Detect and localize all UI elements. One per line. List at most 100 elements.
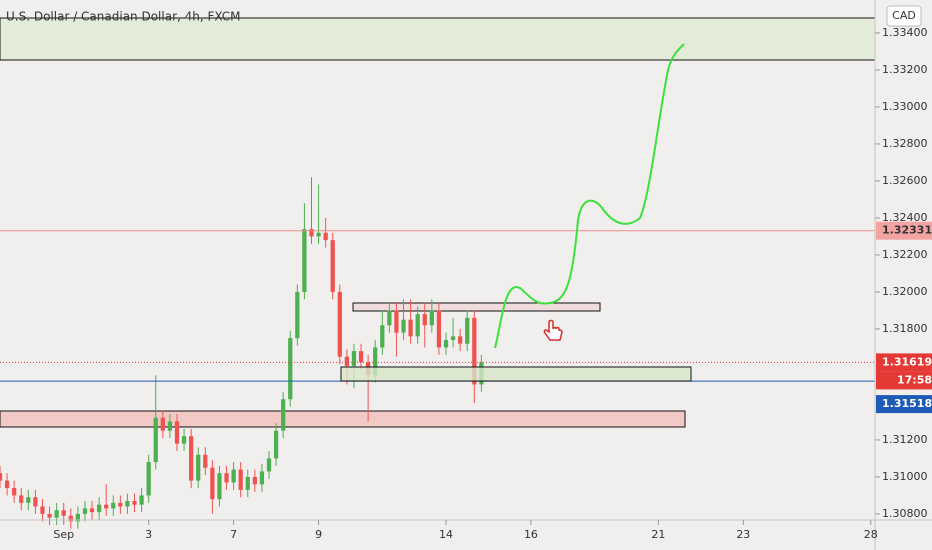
candle-body (401, 319, 406, 333)
y-tick-label: 1.32000 (882, 285, 928, 298)
candle-body (189, 436, 194, 481)
candle-body (111, 502, 116, 509)
candle-body (344, 356, 350, 366)
x-tick-label: 9 (315, 528, 322, 541)
x-tick-label: 7 (230, 528, 237, 541)
candle-body (26, 497, 31, 503)
x-tick-label: 21 (651, 528, 665, 541)
candle-body (132, 500, 137, 505)
candle-body (408, 319, 413, 337)
candle-body (210, 467, 215, 500)
price-badge-label: 1.31619 (882, 355, 932, 368)
candle-body (450, 336, 456, 341)
x-tick-label: 14 (439, 528, 453, 541)
candle-body (465, 317, 470, 344)
projection-path (494, 43, 685, 349)
candle-body (0, 473, 3, 481)
support-zone (340, 366, 692, 382)
x-tick-label: 3 (145, 528, 152, 541)
candle-body (4, 480, 10, 489)
currency-badge[interactable] (886, 5, 922, 27)
candle-body (238, 469, 243, 490)
price-badge-label: 1.31518 (882, 397, 932, 410)
candle-body (259, 471, 265, 485)
candle-body (380, 325, 385, 348)
price-badge (876, 395, 932, 414)
candle-body (316, 232, 321, 237)
candle-body (40, 506, 45, 514)
y-tick-label: 1.32200 (882, 248, 928, 261)
price-badge (876, 353, 932, 372)
y-tick-label: 1.33400 (882, 26, 928, 39)
candle-body (33, 497, 38, 507)
candle-body (387, 310, 392, 326)
candle-body (358, 351, 364, 363)
candle-body (139, 495, 144, 505)
candle-body (160, 417, 165, 431)
candle-body (436, 310, 442, 348)
price-badge-label: 1.32331 (882, 224, 932, 237)
candle-body (337, 291, 342, 357)
x-tick-label: 16 (524, 528, 538, 541)
y-tick-label: 1.32800 (882, 137, 928, 150)
candle-body (47, 513, 52, 518)
candle-body (415, 314, 420, 337)
candle-body (458, 336, 463, 344)
x-tick-label: Sep (53, 528, 74, 541)
candle-body (181, 436, 187, 444)
candle-body (273, 430, 279, 459)
candle-body (252, 476, 257, 485)
candle-body (153, 417, 158, 463)
candle-body (330, 240, 335, 292)
candle-body (288, 338, 293, 400)
chart-title: U.S. Dollar / Canadian Dollar, 4h, FXCM (6, 10, 241, 24)
candle-body (231, 469, 236, 483)
y-tick-label: 1.31000 (882, 470, 928, 483)
candle-body (351, 351, 357, 366)
currency-label: CAD (892, 9, 916, 22)
candle-body (295, 291, 300, 339)
x-tick-label: 28 (864, 528, 878, 541)
hand-icon (543, 319, 563, 341)
candle-body (429, 310, 434, 326)
candle-body (167, 421, 173, 431)
candle-body (82, 508, 88, 514)
candle-body (174, 421, 180, 444)
price-badge (876, 221, 932, 240)
supply-zone (0, 17, 876, 61)
candle-body (422, 314, 427, 326)
candle-body (19, 495, 24, 503)
countdown-label: 17:58 (897, 373, 932, 386)
candle-body (68, 515, 73, 522)
candle-body (125, 500, 130, 507)
candle-body (196, 454, 201, 481)
candle-body (96, 504, 102, 513)
y-tick-label: 1.32400 (882, 211, 928, 224)
candle-body (146, 462, 151, 496)
candle-body (472, 317, 477, 385)
candle-body (104, 504, 109, 509)
candle-body (302, 229, 307, 292)
candle-body (217, 473, 222, 500)
x-tick-label: 23 (736, 528, 750, 541)
countdown-badge (876, 371, 932, 390)
candle-body (75, 513, 80, 522)
candle-body (323, 232, 328, 241)
candle-body (54, 510, 59, 518)
y-tick-label: 1.32600 (882, 174, 928, 187)
candle-body (443, 340, 449, 348)
candle-body (118, 502, 123, 507)
y-tick-label: 1.30800 (882, 507, 928, 520)
candle-body (245, 476, 250, 490)
y-tick-label: 1.33200 (882, 63, 928, 76)
candle-body (394, 310, 399, 333)
candle-body (309, 229, 314, 237)
resistance-zone (352, 302, 601, 312)
candle-body (203, 454, 208, 468)
candle-body (61, 510, 66, 516)
candle-body (89, 508, 95, 513)
y-tick-label: 1.31200 (882, 433, 928, 446)
candle-body (281, 399, 286, 431)
